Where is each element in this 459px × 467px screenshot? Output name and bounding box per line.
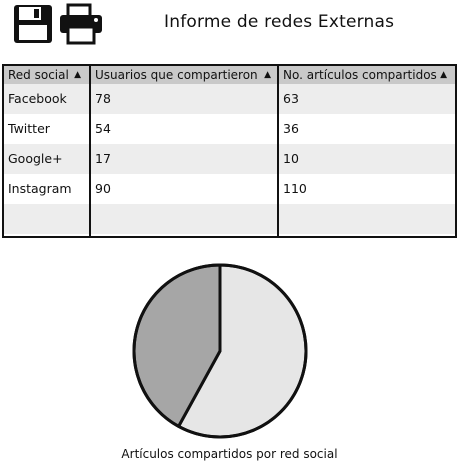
cell-usuarios: 17 — [95, 151, 111, 166]
cell-articulos: 36 — [283, 121, 299, 136]
pie-chart — [132, 263, 308, 439]
column-header-articulos[interactable]: No. artículos compartidos ▲ — [279, 66, 455, 84]
column-divider — [277, 66, 279, 236]
table-row[interactable]: Twitter 54 36 — [4, 114, 455, 144]
column-header-usuarios[interactable]: Usuarios que compartieron ▲ — [91, 66, 279, 84]
report-title: Informe de redes Externas — [164, 12, 395, 32]
pie-outline — [132, 263, 308, 439]
cell-articulos: 63 — [283, 91, 299, 106]
sort-ascending-icon[interactable]: ▲ — [264, 70, 271, 80]
cell-red-social: Instagram — [8, 181, 72, 196]
cell-red-social: Twitter — [8, 121, 50, 136]
sort-ascending-icon[interactable]: ▲ — [74, 70, 81, 80]
column-header-label: Usuarios que compartieron — [95, 68, 258, 82]
cell-red-social: Facebook — [8, 91, 67, 106]
cell-articulos: 110 — [283, 181, 307, 196]
column-divider — [89, 66, 91, 236]
cell-usuarios: 54 — [95, 121, 111, 136]
social-networks-table: Red social ▲ Usuarios que compartieron ▲… — [2, 64, 457, 238]
cell-usuarios: 78 — [95, 91, 111, 106]
table-row[interactable]: Instagram 90 110 — [4, 174, 455, 204]
cell-red-social: Google+ — [8, 151, 63, 166]
floppy-disk-icon[interactable] — [12, 3, 54, 45]
table-row[interactable]: Facebook 78 63 — [4, 84, 455, 114]
table-row[interactable] — [4, 204, 455, 234]
table-header: Red social ▲ Usuarios que compartieron ▲… — [4, 66, 455, 85]
column-header-label: Red social — [8, 68, 69, 82]
cell-red-social — [4, 204, 89, 234]
column-header-red-social[interactable]: Red social ▲ — [4, 66, 89, 84]
column-header-label: No. artículos compartidos — [283, 68, 437, 82]
cell-usuarios — [91, 204, 279, 234]
cell-usuarios: 90 — [95, 181, 111, 196]
cell-articulos: 10 — [283, 151, 299, 166]
pie-chart-title: Artículos compartidos por red social — [121, 447, 338, 461]
printer-icon[interactable] — [58, 3, 104, 45]
sort-ascending-icon[interactable]: ▲ — [440, 70, 447, 80]
table-row[interactable]: Google+ 17 10 — [4, 144, 455, 174]
cell-articulos — [279, 204, 455, 234]
